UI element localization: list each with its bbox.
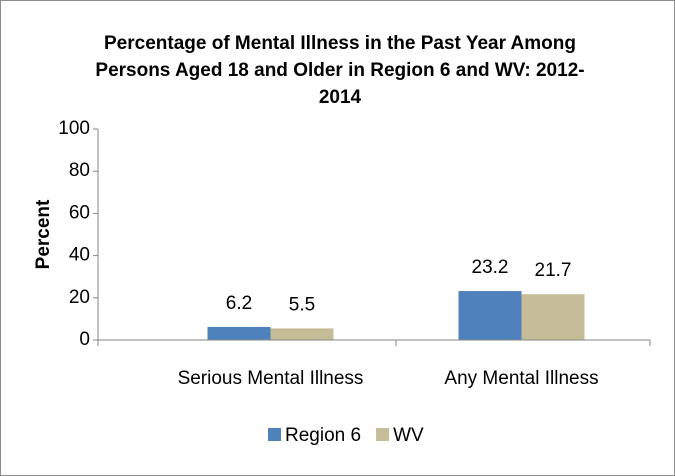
legend-swatch <box>268 428 281 441</box>
y-tick-label: 100 <box>58 118 90 139</box>
x-tick-label: Serious Mental Illness <box>178 368 364 389</box>
x-tick-label: Any Mental Illness <box>444 368 598 389</box>
legend-label: Region 6 <box>285 425 361 446</box>
bar <box>207 326 271 340</box>
data-label: 23.2 <box>472 257 509 278</box>
bar <box>521 294 585 340</box>
y-axis-label: Percent <box>33 199 54 269</box>
chart-title: Percentage of Mental Illness in the Past… <box>95 33 585 108</box>
legend-label: WV <box>393 425 424 446</box>
data-label: 21.7 <box>535 260 572 281</box>
data-label: 6.2 <box>226 293 252 314</box>
y-tick-label: 80 <box>69 160 90 181</box>
y-tick-label: 20 <box>69 287 90 308</box>
data-label: 5.5 <box>289 294 315 315</box>
bar <box>270 328 334 340</box>
bar <box>458 291 522 340</box>
y-tick-label: 40 <box>69 245 90 266</box>
y-tick-label: 0 <box>79 329 90 350</box>
legend-swatch <box>376 428 390 441</box>
y-tick-label: 60 <box>69 202 90 223</box>
